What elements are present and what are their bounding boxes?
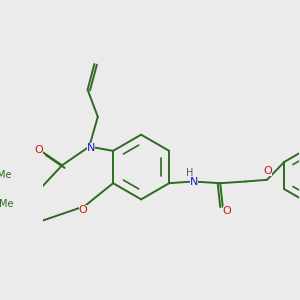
- Text: O: O: [79, 206, 87, 215]
- Text: O: O: [35, 145, 44, 155]
- Text: H: H: [186, 168, 193, 178]
- Text: Me: Me: [0, 170, 11, 180]
- Text: Me: Me: [0, 200, 13, 209]
- Text: O: O: [263, 166, 272, 176]
- Text: N: N: [190, 177, 198, 187]
- Text: N: N: [87, 143, 95, 153]
- Text: O: O: [223, 206, 231, 216]
